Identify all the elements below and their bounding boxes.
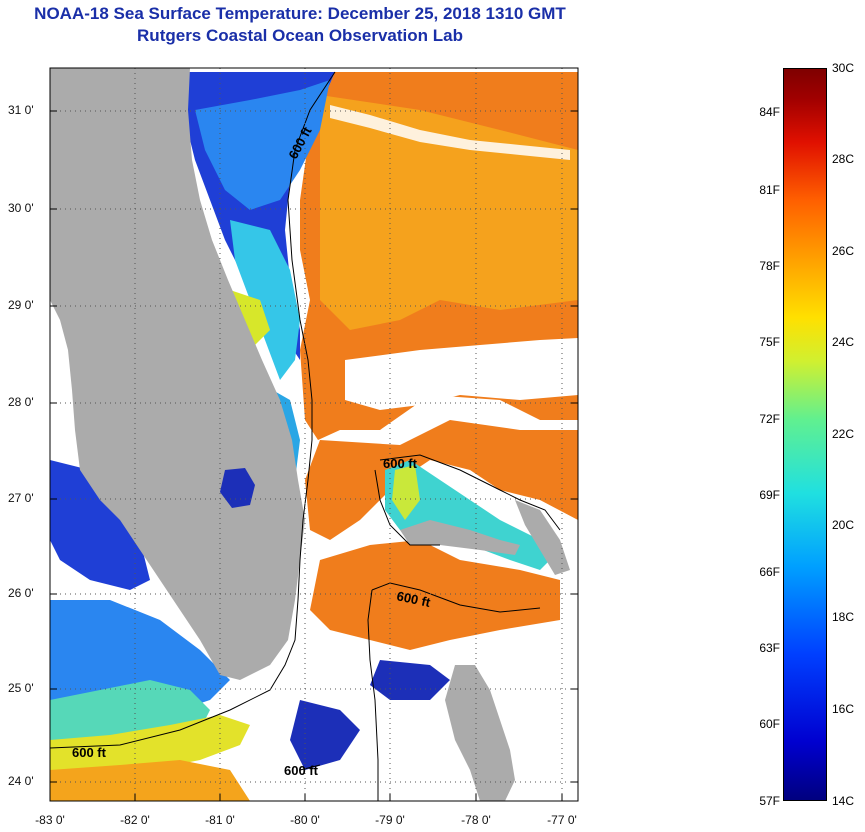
map-title-line2: Rutgers Coastal Ocean Observation Lab [137, 26, 463, 45]
colorbar-f-label: 78F [759, 259, 780, 273]
colorbar-f-label: 63F [759, 641, 780, 655]
lat-tick-label: 26 0' [8, 586, 34, 600]
lon-tick-label: -77 0' [547, 813, 577, 827]
map-title-line1: NOAA-18 Sea Surface Temperature: Decembe… [34, 4, 566, 23]
colorbar-f-label: 66F [759, 565, 780, 579]
florida-landmass [50, 68, 305, 680]
map-frame [49, 67, 579, 802]
lon-tick-label: -82 0' [120, 813, 150, 827]
colorbar-f-label: 84F [759, 105, 780, 119]
lat-tick-label: 24 0' [8, 774, 34, 788]
lon-tick-label: -78 0' [461, 813, 491, 827]
cool-water-region [230, 220, 300, 380]
grand-bahama-island [400, 520, 520, 555]
lat-tick-label: 25 0' [8, 681, 34, 695]
lat-tick-label: 31 0' [8, 103, 34, 117]
colorbar-c-label: 14C [832, 794, 855, 808]
colorbar-f-label: 81F [759, 183, 780, 197]
lat-tick-label: 27 0' [8, 491, 34, 505]
lat-tick-label: 29 0' [8, 298, 34, 312]
cool-water-region [230, 290, 270, 345]
andros-island [445, 665, 515, 801]
colorbar-c-label: 30C [832, 61, 855, 75]
colorbar-c-label: 18C [832, 610, 855, 624]
lon-tick-label: -83 0' [35, 813, 65, 827]
colorbar-f-label: 57F [759, 794, 780, 808]
contour-label: 600 ft [383, 456, 418, 471]
graticule [50, 68, 578, 801]
colorbar-f-label: 72F [759, 412, 780, 426]
lon-tick-label: -81 0' [205, 813, 235, 827]
abaco-island [515, 500, 570, 575]
contour-label: 600 ft [72, 745, 107, 760]
temperature-colorbar [783, 68, 827, 801]
lon-tick-label: -79 0' [375, 813, 405, 827]
contour-label: 600 ft [395, 588, 432, 610]
isobath-600ft-bahamas [379, 454, 561, 531]
colorbar-c-label: 28C [832, 152, 855, 166]
contour-label: 600 ft [284, 763, 319, 778]
isobath-600ft-florida [50, 71, 336, 749]
colorbar-f-label: 60F [759, 717, 780, 731]
colorbar-c-label: 24C [832, 335, 855, 349]
lat-tick-label: 28 0' [8, 395, 34, 409]
warm-water-region [310, 540, 560, 650]
colorbar-f-label: 75F [759, 335, 780, 349]
colorbar-c-label: 16C [832, 702, 855, 716]
colorbar-f-label: 69F [759, 488, 780, 502]
colorbar-c-label: 26C [832, 244, 855, 258]
bahamas-bank-water [385, 460, 560, 570]
cool-water-region [195, 80, 330, 210]
colorbar-c-label: 22C [832, 427, 855, 441]
warm-water-region [305, 420, 578, 540]
isobath-600ft-tongue [371, 582, 541, 613]
lon-tick-label: -80 0' [290, 813, 320, 827]
colorbar-c-label: 20C [832, 518, 855, 532]
lake-okeechobee [220, 468, 255, 508]
cool-water-region [50, 460, 150, 590]
lat-tick-label: 30 0' [8, 201, 34, 215]
